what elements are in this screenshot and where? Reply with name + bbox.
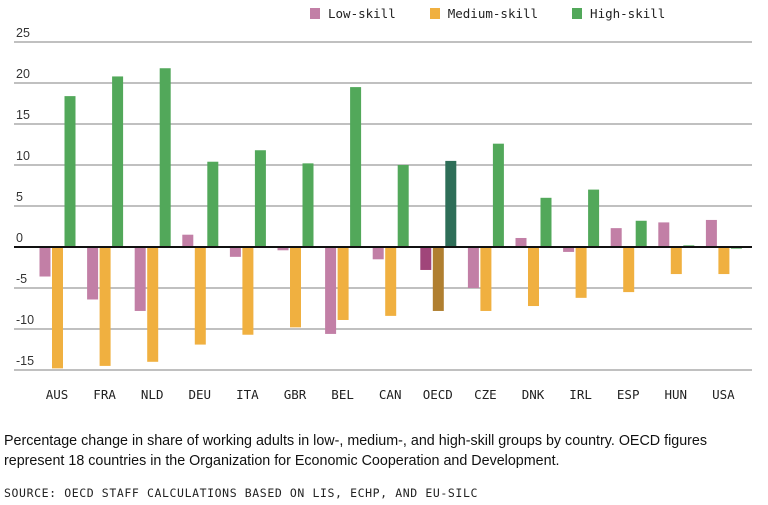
bar-medium-skill-ita: [242, 247, 254, 335]
legend-swatch: [429, 8, 440, 19]
bar-medium-skill-nld: [147, 247, 159, 362]
x-tick-label: IRL: [569, 387, 592, 402]
y-tick-label: 10: [16, 149, 30, 163]
legend-label: Low-skill: [328, 6, 396, 21]
bar-medium-skill-aus: [52, 247, 63, 369]
bar-high-skill-ita: [254, 150, 266, 247]
x-tick-label: DEU: [189, 387, 212, 402]
legend-item-medium-skill: Medium-skill: [429, 6, 539, 21]
bar-high-skill-irl: [588, 189, 600, 247]
bar-medium-skill-esp: [623, 247, 635, 293]
bar-medium-skill-deu: [194, 247, 206, 345]
y-tick-label: 0: [16, 231, 23, 245]
bar-low-skill-ita: [229, 247, 241, 257]
y-tick-label: 5: [16, 190, 23, 204]
bar-low-skill-usa: [705, 219, 717, 247]
bar-medium-skill-oecd: [432, 247, 444, 311]
bar-low-skill-nld: [134, 247, 146, 311]
legend-label: High-skill: [590, 6, 666, 21]
bar-low-skill-can: [372, 247, 384, 260]
bar-medium-skill-gbr: [290, 247, 301, 328]
legend-label: Medium-skill: [447, 6, 539, 21]
bar-chart: 25 20 15 10 5 0 -5 -10 -15 AUS FRA NLD DEU ITA GBR BEL C…: [14, 26, 752, 402]
bar-high-skill-oecd: [445, 160, 457, 247]
bar-low-skill-aus: [39, 247, 51, 277]
y-tick-label: 15: [16, 108, 30, 122]
legend-item-low-skill: Low-skill: [310, 6, 396, 21]
bar-medium-skill-cze: [480, 247, 492, 311]
legend-swatch: [310, 8, 320, 19]
x-tick-label: BEL: [331, 387, 354, 402]
x-tick-label: FRA: [93, 387, 116, 402]
x-tick-label: ESP: [617, 387, 640, 402]
bar-low-skill-cze: [467, 247, 479, 288]
x-tick-label: CAN: [379, 387, 402, 402]
bar-low-skill-fra: [87, 247, 99, 300]
x-tick-label: OECD: [423, 387, 453, 402]
x-tick-label: GBR: [284, 387, 307, 402]
y-tick-label: 20: [16, 67, 30, 81]
bar-high-skill-aus: [64, 96, 76, 248]
caption: Percentage change in share of working ad…: [4, 433, 708, 469]
bar-high-skill-esp: [635, 220, 647, 247]
bar-low-skill-irl: [563, 247, 575, 252]
x-tick-label: NLD: [141, 387, 164, 402]
bar-medium-skill-bel: [337, 247, 349, 320]
y-tick-label: -10: [16, 313, 34, 327]
x-tick-label: DNK: [522, 387, 545, 402]
bar-low-skill-bel: [325, 247, 337, 334]
y-tick-label: 25: [16, 26, 30, 40]
bar-low-skill-dnk: [515, 237, 527, 247]
x-tick-label: USA: [712, 387, 735, 402]
bar-low-skill-gbr: [277, 247, 289, 251]
bar-low-skill-oecd: [420, 247, 432, 270]
legend-swatch: [572, 8, 583, 19]
y-tick-label: -5: [16, 272, 27, 286]
y-tick-label: -15: [16, 354, 34, 368]
bar-medium-skill-fra: [99, 247, 111, 366]
bar-medium-skill-usa: [718, 247, 730, 275]
bar-high-skill-fra: [112, 76, 124, 247]
bar-medium-skill-hun: [670, 247, 682, 275]
source-note: SOURCE: OECD STAFF CALCULATIONS BASED ON…: [4, 486, 478, 500]
bar-medium-skill-irl: [575, 247, 587, 298]
bar-high-skill-cze: [492, 143, 504, 247]
x-tick-label: HUN: [665, 387, 688, 402]
bar-low-skill-deu: [182, 234, 194, 247]
x-tick-label: CZE: [474, 387, 497, 402]
bar-high-skill-nld: [159, 68, 171, 248]
legend-item-high-skill: High-skill: [572, 6, 665, 21]
bar-high-skill-bel: [350, 87, 362, 247]
bar-high-skill-dnk: [540, 197, 552, 247]
x-tick-label: AUS: [46, 387, 69, 402]
bar-high-skill-can: [397, 165, 409, 247]
x-tick-label: ITA: [236, 387, 259, 402]
bar-low-skill-hun: [658, 222, 670, 247]
bar-medium-skill-can: [385, 247, 397, 316]
bar-high-skill-deu: [207, 161, 219, 247]
bar-high-skill-gbr: [302, 163, 314, 247]
bar-medium-skill-dnk: [528, 247, 539, 307]
legend: Low-skill Medium-skill High-skill: [310, 6, 665, 21]
bar-low-skill-esp: [610, 228, 622, 247]
